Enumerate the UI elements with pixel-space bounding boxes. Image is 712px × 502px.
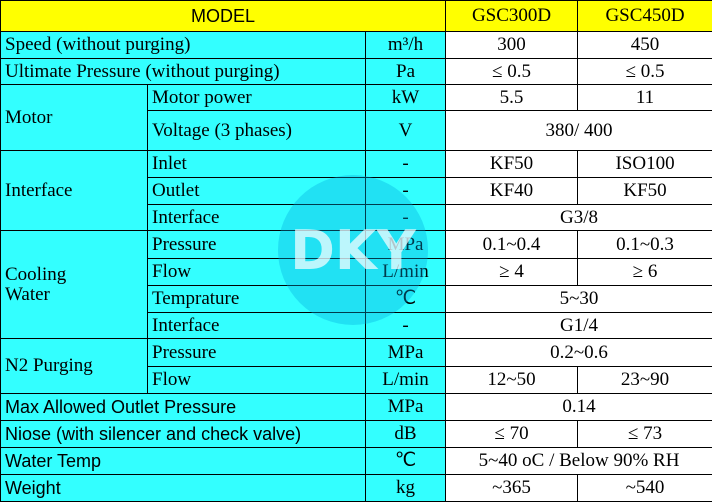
label: Pressure [148,339,366,367]
value: 5~30 [446,286,712,313]
value: 0.1~0.4 [446,231,578,259]
value: 0.14 [446,394,712,421]
value: ≤ 0.5 [446,59,578,85]
group-label: Interface [1,151,148,231]
label: Voltage (3 phases) [148,111,366,151]
value: 11 [578,85,712,111]
value: ISO100 [578,151,712,178]
value: 23~90 [578,367,712,394]
row: Weight kg ~365 ~540 [1,475,712,502]
row: Interface Inlet - KF50 ISO100 [1,151,712,178]
label: Inlet [148,151,366,178]
value: ≥ 4 [446,259,578,286]
value: 0.1~0.3 [578,231,712,259]
value: 300 [446,32,578,59]
unit: MPa [366,394,446,421]
unit: ℃ [366,286,446,313]
header-cell: GSC300D [446,1,578,32]
row: Water Temp ℃ 5~40 oC / Below 90% RH [1,448,712,475]
unit: - [366,178,446,205]
value: 5~40 oC / Below 90% RH [446,448,712,475]
row: Niose (with silencer and check valve) dB… [1,421,712,448]
unit: - [366,151,446,178]
value: ≥ 6 [578,259,712,286]
value: ≤ 73 [578,421,712,448]
row: Speed (without purging) m³/h 300 450 [1,32,712,59]
value: 12~50 [446,367,578,394]
value: ~365 [446,475,578,502]
value: 380/ 400 [446,111,712,151]
group-label: N2 Purging [1,339,148,394]
unit: Pa [366,59,446,85]
row: N2 Purging Pressure MPa 0.2~0.6 [1,339,712,367]
label: Flow [148,367,366,394]
value: KF40 [446,178,578,205]
group-label: Motor [1,85,148,151]
unit: V [366,111,446,151]
group-label-text: Cooling Water [5,265,85,305]
header-cell: MODEL [1,1,446,32]
value: G1/4 [446,313,712,339]
row: Motor Motor power kW 5.5 11 [1,85,712,111]
row: Max Allowed Outlet Pressure MPa 0.14 [1,394,712,421]
unit: MPa [366,231,446,259]
label: Ultimate Pressure (without purging) [1,59,366,85]
label: Niose (with silencer and check valve) [1,421,366,448]
value: KF50 [446,151,578,178]
label: Water Temp [1,448,366,475]
label: Motor power [148,85,366,111]
unit: - [366,313,446,339]
row: Cooling Water Pressure MPa 0.1~0.4 0.1~0… [1,231,712,259]
value: 5.5 [446,85,578,111]
label: Max Allowed Outlet Pressure [1,394,366,421]
unit: kg [366,475,446,502]
value: G3/8 [446,205,712,231]
unit: dB [366,421,446,448]
header-row: MODEL GSC300D GSC450D [1,1,712,32]
label: Flow [148,259,366,286]
header-cell: GSC450D [578,1,712,32]
value: KF50 [578,178,712,205]
label: Speed (without purging) [1,32,366,59]
label: Weight [1,475,366,502]
label: Interface [148,313,366,339]
value: ~540 [578,475,712,502]
value: ≤ 70 [446,421,578,448]
unit: MPa [366,339,446,367]
group-label: Cooling Water [1,231,148,339]
unit: kW [366,85,446,111]
unit: - [366,205,446,231]
unit: ℃ [366,448,446,475]
value: 450 [578,32,712,59]
label: Pressure [148,231,366,259]
row: Ultimate Pressure (without purging) Pa ≤… [1,59,712,85]
value: 0.2~0.6 [446,339,712,367]
unit: m³/h [366,32,446,59]
label: Interface [148,205,366,231]
unit: L/min [366,259,446,286]
unit: L/min [366,367,446,394]
label: Outlet [148,178,366,205]
value: ≤ 0.5 [578,59,712,85]
label: Temprature [148,286,366,313]
